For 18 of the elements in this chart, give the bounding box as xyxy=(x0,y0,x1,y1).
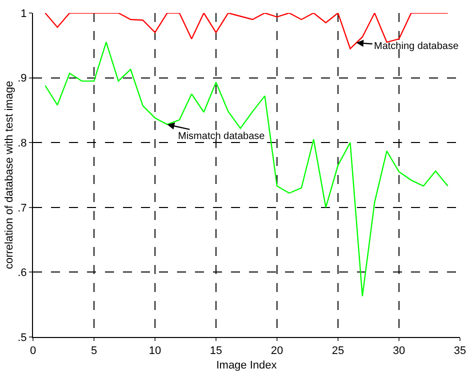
y-tick-label: 1 xyxy=(20,8,27,20)
x-tick-label: 5 xyxy=(90,345,98,358)
x-tick-label: 35 xyxy=(454,345,466,358)
y-tick-label: .5 xyxy=(18,332,27,344)
x-tick-label: 20 xyxy=(270,345,284,358)
x-tick-label: 15 xyxy=(210,345,222,358)
y-tick-label: .6 xyxy=(18,267,27,280)
x-tick-label: 30 xyxy=(392,345,406,358)
x-tick-label: 0 xyxy=(30,345,36,358)
y-tick-label: .8 xyxy=(18,137,27,150)
y-tick-label: .7 xyxy=(18,202,27,214)
x-axis-title: Image Index xyxy=(216,359,278,372)
x-tick-label: 25 xyxy=(332,345,344,358)
annotation: Matching database xyxy=(374,41,459,52)
annotation: Mismatch database xyxy=(178,131,266,142)
y-axis-title: correlation of database with test image xyxy=(3,80,16,270)
x-tick-label: 10 xyxy=(148,345,162,358)
y-tick-label: .9 xyxy=(18,72,27,85)
